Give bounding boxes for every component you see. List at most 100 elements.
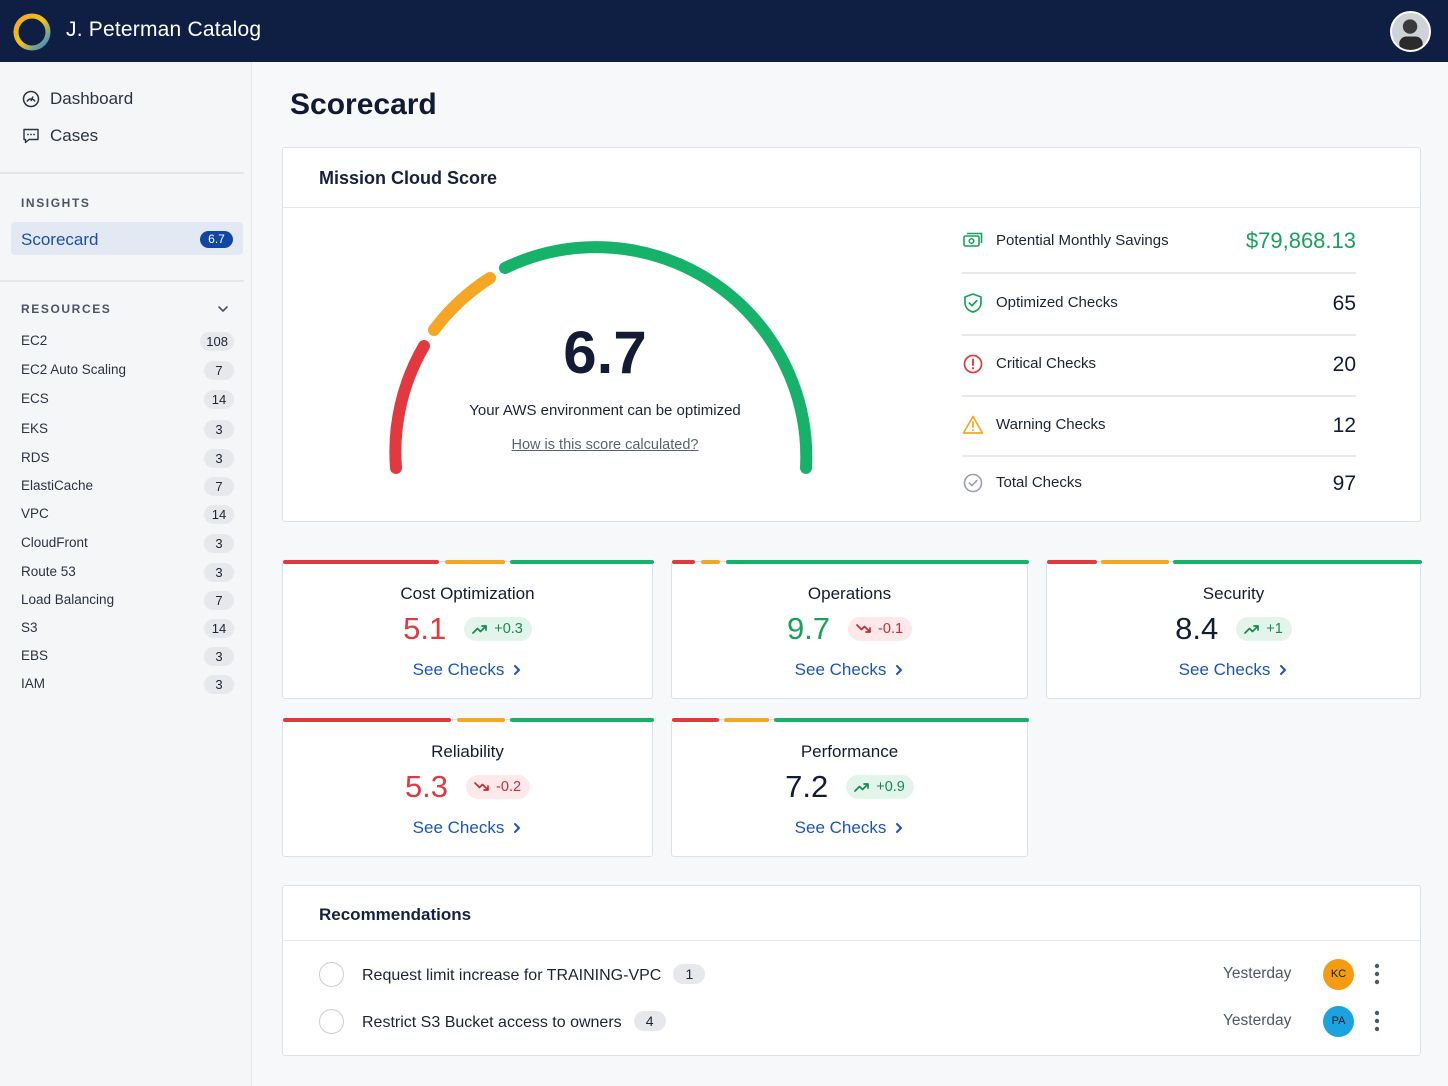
recommendation-row[interactable]: Restrict S3 Bucket access to owners 4 Yes…: [283, 1001, 1420, 1041]
recommendation-text[interactable]: Request limit increase for TRAINING-VPC 1: [362, 964, 706, 985]
stat-value: 65: [1332, 292, 1356, 315]
resource-item-vpc[interactable]: VPC 14: [21, 505, 234, 525]
gauge-segment-orange: [428, 272, 496, 336]
resource-item-elasticache[interactable]: ElastiCache 7: [21, 477, 234, 497]
assignee-avatar[interactable]: PA: [1323, 1006, 1354, 1037]
stat-value: 12: [1332, 414, 1356, 437]
shield-check-icon: [964, 293, 982, 313]
stat-value: 97: [1332, 472, 1356, 495]
warning-icon: [962, 415, 984, 434]
sidebar-item-cases[interactable]: Cases: [22, 126, 98, 146]
recommendation-count: 1: [673, 964, 706, 984]
recommendation-radio[interactable]: [319, 962, 344, 987]
top-bar: J. Peterman Catalog: [0, 0, 1448, 62]
more-options-icon[interactable]: [1373, 1009, 1381, 1033]
resource-name: Load Balancing: [21, 592, 115, 607]
see-checks-link[interactable]: See Checks: [283, 660, 652, 680]
trend-value: +0.3: [494, 621, 523, 637]
resource-count: 3: [204, 534, 234, 553]
trend-badge: +0.9: [846, 775, 914, 799]
category-title: Cost Optimization: [400, 584, 535, 603]
trend-badge: -0.1: [848, 617, 913, 641]
recommendation-text[interactable]: Restrict S3 Bucket access to owners 4: [362, 1011, 666, 1032]
see-checks-link[interactable]: See Checks: [672, 818, 1027, 838]
see-checks-link[interactable]: See Checks: [283, 818, 652, 838]
resource-item-cloudfront[interactable]: CloudFront 3: [21, 534, 234, 554]
see-checks-label: See Checks: [412, 660, 505, 679]
score-bar: [672, 560, 1029, 564]
resource-item-eks[interactable]: EKS 3: [21, 420, 234, 440]
sidebar-item-dashboard[interactable]: Dashboard: [22, 89, 133, 109]
resource-item-rds[interactable]: RDS 3: [21, 449, 234, 469]
category-card-reliability: Reliability 5.3 -0.2 See Checks: [282, 718, 654, 857]
resource-item-ebs[interactable]: EBS 3: [21, 647, 234, 667]
resource-name: EC2: [21, 333, 48, 348]
trend-value: -0.2: [496, 779, 522, 795]
user-photo-icon: [1392, 13, 1429, 50]
resource-item-load-balancing[interactable]: Load Balancing 7: [21, 591, 234, 611]
trend-badge: -0.2: [466, 775, 531, 799]
resource-count: 3: [204, 647, 234, 666]
recommendation-radio[interactable]: [319, 1009, 344, 1034]
resource-item-s3[interactable]: S3 14: [21, 619, 234, 639]
stat-divider: [962, 395, 1356, 397]
recommendation-label: Request limit increase for TRAINING-VPC: [362, 967, 662, 984]
resource-item-ec2-auto-scaling[interactable]: EC2 Auto Scaling 7: [21, 361, 234, 381]
stat-potential-savings: Potential Monthly Savings $79,868.13: [962, 226, 1356, 286]
gauge-segment-green: [499, 241, 813, 474]
resource-name: EBS: [21, 648, 49, 663]
sidebar-item-label[interactable]: Scorecard: [21, 230, 99, 249]
resource-name: ElastiCache: [21, 478, 94, 493]
stat-label: Warning Checks: [996, 416, 1106, 433]
category-card-cost-optimization: Cost Optimization 5.1 +0.3 See Checks: [282, 560, 654, 699]
recommendations-card: Recommendations Request limit increase f…: [282, 885, 1421, 1056]
stat-label: Optimized Checks: [996, 294, 1118, 311]
category-score: 5.1: [403, 611, 447, 646]
chevron-right-icon: [1280, 665, 1287, 675]
user-avatar[interactable]: [1390, 11, 1431, 52]
chevron-right-icon: [896, 823, 903, 833]
category-card-performance: Performance 7.2 +0.9 See Checks: [671, 718, 1029, 857]
recommendation-row[interactable]: Request limit increase for TRAINING-VPC 1…: [283, 954, 1420, 994]
app-title[interactable]: J. Peterman Catalog: [66, 18, 262, 41]
score-calculation-link[interactable]: How is this score calculated?: [511, 437, 699, 453]
resource-count: 7: [204, 477, 234, 496]
sidebar-item-label: Dashboard: [50, 89, 134, 108]
chevron-right-icon: [514, 665, 521, 675]
card-header: Mission Cloud Score: [283, 148, 1420, 208]
category-score: 8.4: [1175, 611, 1219, 646]
see-checks-link[interactable]: See Checks: [1047, 660, 1420, 680]
resource-item-route-53[interactable]: Route 53 3: [21, 563, 234, 583]
cases-icon: [23, 128, 39, 144]
resource-name: EKS: [21, 421, 49, 436]
chevron-down-icon[interactable]: [217, 303, 229, 315]
resource-item-ec2[interactable]: EC2 108: [21, 332, 234, 352]
resource-count: 14: [204, 390, 234, 409]
gauge-message: Your AWS environment can be optimized: [469, 402, 741, 419]
assignee-avatar[interactable]: KC: [1323, 959, 1354, 990]
chevron-right-icon: [514, 823, 521, 833]
score-bar: [283, 718, 654, 722]
stat-optimized-checks: Optimized Checks 65: [962, 288, 1356, 348]
trend-up-icon: [472, 625, 488, 634]
category-score: 9.7: [786, 611, 831, 646]
recommendation-date: Yesterday: [1223, 1012, 1292, 1029]
resources-heading: RESOURCES: [21, 302, 112, 316]
more-options-icon[interactable]: [1373, 962, 1381, 986]
score-bar: [672, 718, 1029, 722]
card-header: Recommendations: [283, 886, 1420, 941]
scorecard-badge: 6.7: [200, 231, 233, 248]
trend-badge: +0.3: [464, 617, 532, 641]
sidebar: Dashboard Cases INSIGHTS Scorecard 6.7 R…: [0, 62, 252, 1086]
app-logo-icon[interactable]: [12, 12, 52, 52]
stat-divider: [962, 334, 1356, 336]
chevron-right-icon: [896, 665, 903, 675]
recommendation-label: Restrict S3 Bucket access to owners: [362, 1014, 622, 1031]
resource-count: 3: [204, 449, 234, 468]
resource-count: 3: [204, 563, 234, 582]
gauge-score: 6.7: [563, 319, 647, 386]
resource-item-iam[interactable]: IAM 3: [21, 675, 234, 695]
resource-item-ecs[interactable]: ECS 14: [21, 390, 234, 410]
trend-down-icon: [474, 782, 489, 791]
see-checks-link[interactable]: See Checks: [672, 660, 1027, 680]
